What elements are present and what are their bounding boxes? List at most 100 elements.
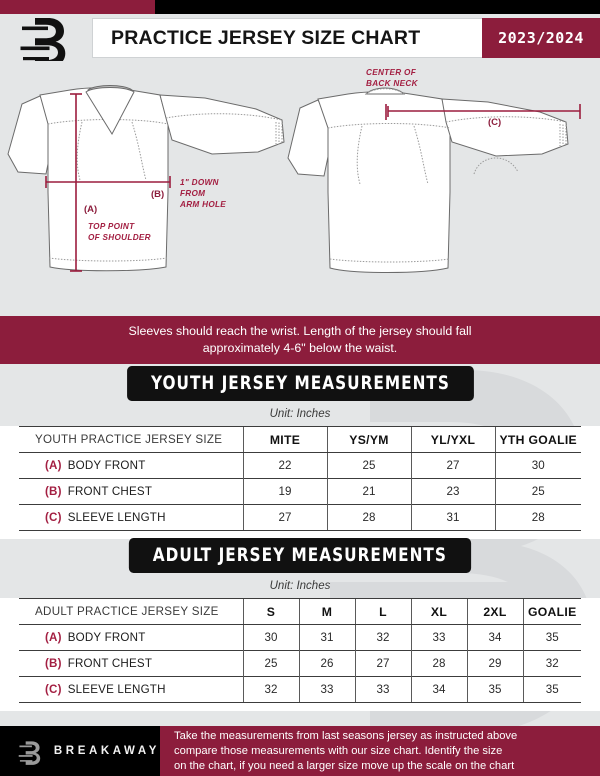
adult-row-1-val-5: 32 xyxy=(522,650,581,677)
adult-table-wrap: ADULT PRACTICE JERSEY SIZE S M L XL 2XL … xyxy=(0,598,600,711)
youth-row-2-val-1: 28 xyxy=(326,504,411,531)
fit-note-banner: Sleeves should reach the wrist. Length o… xyxy=(0,316,600,364)
adult-row-1-val-1: 26 xyxy=(298,650,355,677)
table-row: (B) FRONT CHEST 19 21 23 25 xyxy=(19,478,581,505)
armhole-note-line1: 1" DOWN xyxy=(180,178,220,187)
armhole-note-line3: ARM HOLE xyxy=(179,200,226,209)
youth-col-1: MITE xyxy=(242,426,327,453)
adult-col-0: ADULT PRACTICE JERSEY SIZE xyxy=(19,598,243,625)
footer-brand-text: BREAKAWAY xyxy=(53,745,160,757)
adult-row-0-ref: (A) xyxy=(45,631,62,644)
youth-row-1-name: FRONT CHEST xyxy=(67,485,153,498)
top-accent-strip xyxy=(0,0,600,14)
table-row: (C) SLEEVE LENGTH 27 28 31 28 xyxy=(19,504,581,531)
adult-row-2-val-3: 34 xyxy=(410,676,467,703)
front-label-a: (A) xyxy=(84,204,97,215)
title-plate: PRACTICE JERSEY SIZE CHART xyxy=(92,18,482,58)
footer-line2: compare those measurements with our size… xyxy=(174,744,503,757)
page-title: PRACTICE JERSEY SIZE CHART xyxy=(111,26,421,49)
youth-row-1-ref: (B) xyxy=(45,485,62,498)
fit-note-line1: Sleeves should reach the wrist. Length o… xyxy=(128,324,472,338)
youth-row-1-val-0: 19 xyxy=(242,478,327,505)
breakaway-b-logo-icon xyxy=(0,14,92,62)
youth-row-2-val-2: 31 xyxy=(410,504,495,531)
adult-row-0-val-5: 35 xyxy=(522,624,581,651)
adult-row-2-val-1: 33 xyxy=(298,676,355,703)
adult-col-2: M xyxy=(298,598,355,625)
table-row: (A) BODY FRONT 22 25 27 30 xyxy=(19,452,581,479)
footer-line1: Take the measurements from last seasons … xyxy=(174,729,518,742)
youth-row-2-label: (C) SLEEVE LENGTH xyxy=(19,504,243,531)
adult-row-2-ref: (C) xyxy=(45,683,62,696)
armhole-note-line2: FROM xyxy=(180,189,205,198)
adult-row-0-val-3: 33 xyxy=(410,624,467,651)
adult-row-2-val-4: 35 xyxy=(466,676,523,703)
youth-row-0-val-1: 25 xyxy=(326,452,411,479)
adult-row-1-ref: (B) xyxy=(45,657,62,670)
adult-unit-label: Unit: Inches xyxy=(269,580,331,592)
adult-col-3: L xyxy=(354,598,411,625)
adult-header-row: ADULT PRACTICE JERSEY SIZE S M L XL 2XL … xyxy=(19,598,581,625)
youth-table-wrap: YOUTH PRACTICE JERSEY SIZE MITE YS/YM YL… xyxy=(0,426,600,539)
youth-row-0-val-3: 30 xyxy=(494,452,581,479)
fit-note-line2: approximately 4-6" below the waist. xyxy=(202,341,398,355)
footer-brand-block: BREAKAWAY xyxy=(0,726,160,776)
youth-header-row: YOUTH PRACTICE JERSEY SIZE MITE YS/YM YL… xyxy=(19,426,581,453)
adult-row-1-val-4: 29 xyxy=(466,650,523,677)
youth-col-4: YTH GOALIE xyxy=(494,426,581,453)
back-neck-note-line1: CENTER OF xyxy=(366,68,417,77)
youth-size-table: YOUTH PRACTICE JERSEY SIZE MITE YS/YM YL… xyxy=(19,426,581,531)
adult-row-1-name: FRONT CHEST xyxy=(67,657,153,670)
adult-row-0-val-4: 34 xyxy=(466,624,523,651)
youth-unit-label: Unit: Inches xyxy=(269,408,331,420)
season-year-text: 2023/2024 xyxy=(498,29,584,47)
youth-col-0: YOUTH PRACTICE JERSEY SIZE xyxy=(19,426,243,453)
adult-col-1: S xyxy=(242,598,299,625)
table-row: (C) SLEEVE LENGTH 32 33 33 34 35 35 xyxy=(19,676,581,703)
youth-row-0-ref: (A) xyxy=(45,459,62,472)
adult-size-table: ADULT PRACTICE JERSEY SIZE S M L XL 2XL … xyxy=(19,598,581,703)
adult-row-0-name: BODY FRONT xyxy=(67,631,146,644)
adult-col-6: GOALIE xyxy=(522,598,581,625)
youth-row-1-val-2: 23 xyxy=(410,478,495,505)
footer-instructions: Take the measurements from last seasons … xyxy=(160,726,600,776)
page-footer: BREAKAWAY Take the measurements from las… xyxy=(0,726,600,776)
youth-col-2: YS/YM xyxy=(326,426,411,453)
footer-line3: on the chart, if you need a larger size … xyxy=(174,759,515,772)
youth-row-0-name: BODY FRONT xyxy=(67,459,146,472)
youth-row-1-val-1: 21 xyxy=(326,478,411,505)
youth-row-0-val-0: 22 xyxy=(242,452,327,479)
adult-col-4: XL xyxy=(410,598,467,625)
youth-row-2-val-0: 27 xyxy=(242,504,327,531)
front-jersey-illustration: (B) (A) 1" DOWN FROM ARM HOLE TOP POINT … xyxy=(7,85,285,272)
youth-row-1-val-3: 25 xyxy=(494,478,581,505)
shoulder-note-line2: OF SHOULDER xyxy=(88,233,151,242)
youth-row-2-name: SLEEVE LENGTH xyxy=(67,511,166,524)
front-label-b: (B) xyxy=(151,189,164,200)
breakaway-b-logo-icon xyxy=(18,741,41,765)
adult-section-title: ADULT JERSEY MEASUREMENTS xyxy=(129,538,471,573)
adult-row-0-label: (A) BODY FRONT xyxy=(19,624,243,651)
top-strip-maroon xyxy=(0,0,155,14)
adult-row-0-val-2: 32 xyxy=(354,624,411,651)
youth-row-2-ref: (C) xyxy=(45,511,62,524)
season-year-badge: 2023/2024 xyxy=(482,18,600,58)
table-row: (B) FRONT CHEST 25 26 27 28 29 32 xyxy=(19,650,581,677)
top-strip-black xyxy=(155,0,600,14)
adult-table-bottom-spacer xyxy=(0,703,600,711)
adult-row-2-val-0: 32 xyxy=(242,676,299,703)
adult-row-1-val-2: 27 xyxy=(354,650,411,677)
adult-row-1-val-0: 25 xyxy=(242,650,299,677)
youth-col-3: YL/YXL xyxy=(410,426,495,453)
adult-row-2-val-5: 35 xyxy=(522,676,581,703)
adult-row-0-val-1: 31 xyxy=(298,624,355,651)
adult-section: ADULT JERSEY MEASUREMENTS Unit: Inches A… xyxy=(0,538,600,711)
adult-row-2-label: (C) SLEEVE LENGTH xyxy=(19,676,243,703)
youth-row-2-val-3: 28 xyxy=(494,504,581,531)
youth-section: YOUTH JERSEY MEASUREMENTS Unit: Inches Y… xyxy=(0,366,600,539)
adult-col-5: 2XL xyxy=(466,598,523,625)
back-neck-note-line2: BACK NECK xyxy=(366,79,419,88)
youth-row-1-label: (B) FRONT CHEST xyxy=(19,478,243,505)
table-row: (A) BODY FRONT 30 31 32 33 34 35 xyxy=(19,624,581,651)
